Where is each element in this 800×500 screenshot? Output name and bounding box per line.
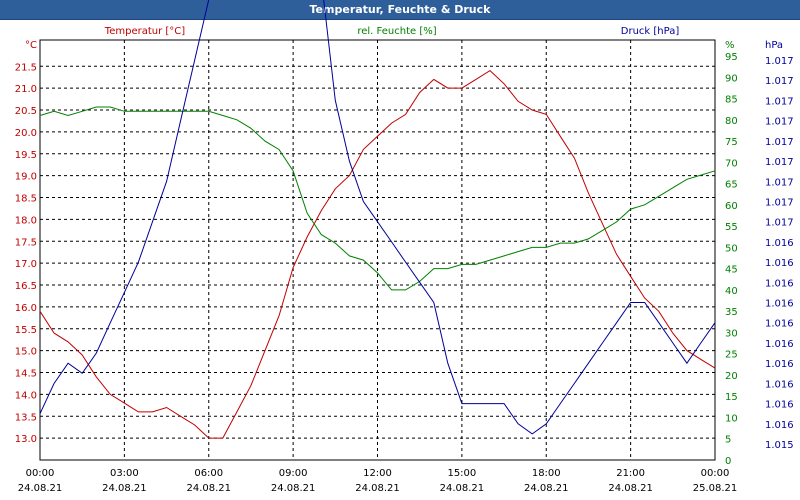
temperature-tick-label: 18.5 <box>15 194 37 205</box>
humidity-axis-label: rel. Feuchte [%] <box>357 26 436 37</box>
temperature-tick-label: 20.5 <box>15 106 37 117</box>
x-tick-date: 24.08.21 <box>18 483 63 494</box>
pressure-tick-label: 1.017 <box>765 56 794 67</box>
x-tick-date: 24.08.21 <box>440 483 485 494</box>
humidity-tick-label: 45 <box>725 265 738 276</box>
humidity-tick-label: 95 <box>725 52 738 63</box>
humidity-tick-label: 40 <box>725 286 738 297</box>
x-tick-date: 24.08.21 <box>186 483 231 494</box>
chart-axes: 00:00 24.08.21 03:00 24.08.21 06:00 24.08.21 0… <box>15 26 794 494</box>
temperature-tick-label: 14.5 <box>15 369 37 380</box>
x-tick-time: 06:00 <box>194 468 223 479</box>
pressure-tick-label: 1.016 <box>765 339 794 350</box>
temperature-tick-label: 16.5 <box>15 281 37 292</box>
pressure-tick-label: 1.017 <box>765 218 794 229</box>
temperature-tick-label: 21.0 <box>15 84 37 95</box>
x-tick-time: 15:00 <box>447 468 476 479</box>
humidity-tick-label: 70 <box>725 158 738 169</box>
temperature-tick-label: 17.5 <box>15 237 37 248</box>
humidity-unit: % <box>725 40 735 51</box>
x-tick-time: 12:00 <box>363 468 392 479</box>
temperature-tick-label: 17.0 <box>15 259 37 270</box>
humidity-tick-label: 90 <box>725 73 738 84</box>
temperature-tick-label: 13.5 <box>15 412 37 423</box>
pressure-tick-label: 1.016 <box>765 379 794 390</box>
pressure-tick-label: 1.017 <box>765 197 794 208</box>
temperature-tick-label: 21.5 <box>15 62 37 73</box>
x-tick-date: 25.08.21 <box>693 483 738 494</box>
chart-series <box>39 0 716 439</box>
humidity-tick-label: 80 <box>725 116 738 127</box>
pressure-tick-label: 1.017 <box>765 157 794 168</box>
pressure-tick-label: 1.015 <box>765 440 794 451</box>
x-tick-date: 24.08.21 <box>271 483 316 494</box>
humidity-tick-label: 55 <box>725 222 738 233</box>
pressure-tick-label: 1.017 <box>765 76 794 87</box>
x-tick-time: 03:00 <box>110 468 139 479</box>
x-tick-time: 18:00 <box>532 468 561 479</box>
humidity-tick-label: 50 <box>725 243 738 254</box>
pressure-tick-label: 1.016 <box>765 299 794 310</box>
humidity-tick-label: 60 <box>725 201 738 212</box>
x-tick-time: 00:00 <box>701 468 730 479</box>
humidity-tick-label: 0 <box>725 456 731 467</box>
pressure-tick-label: 1.016 <box>765 359 794 370</box>
humidity-tick-label: 65 <box>725 180 738 191</box>
temperature-tick-label: 14.0 <box>15 390 37 401</box>
pressure-tick-label: 1.017 <box>765 117 794 128</box>
x-tick-time: 09:00 <box>279 468 308 479</box>
humidity-tick-label: 5 <box>725 435 731 446</box>
humidity-series-line <box>39 106 716 291</box>
pressure-tick-label: 1.016 <box>765 420 794 431</box>
temperature-tick-label: 19.5 <box>15 150 37 161</box>
humidity-tick-label: 75 <box>725 137 738 148</box>
pressure-axis-label: Druck [hPa] <box>621 26 680 37</box>
pressure-tick-label: 1.016 <box>765 278 794 289</box>
temperature-unit: °C <box>25 40 37 51</box>
humidity-tick-label: 15 <box>725 392 738 403</box>
temperature-series-line <box>39 69 716 439</box>
x-tick-time: 21:00 <box>616 468 645 479</box>
pressure-unit: hPa <box>765 40 783 51</box>
humidity-tick-label: 20 <box>725 371 738 382</box>
chart-window-title: Temperatur, Feuchte & Druck <box>309 3 491 16</box>
pressure-series-line <box>39 0 716 435</box>
humidity-tick-label: 25 <box>725 350 738 361</box>
temperature-tick-label: 13.0 <box>15 434 37 445</box>
pressure-tick-label: 1.017 <box>765 177 794 188</box>
pressure-tick-label: 1.017 <box>765 137 794 148</box>
temperature-tick-label: 19.0 <box>15 172 37 183</box>
temperature-tick-label: 15.0 <box>15 347 37 358</box>
pressure-tick-label: 1.016 <box>765 319 794 330</box>
x-tick-date: 24.08.21 <box>355 483 400 494</box>
pressure-tick-label: 1.016 <box>765 258 794 269</box>
x-tick-date: 24.08.21 <box>524 483 569 494</box>
temperature-tick-label: 15.5 <box>15 325 37 336</box>
chart-window-title-bar: Temperatur, Feuchte & Druck <box>0 0 800 20</box>
humidity-tick-label: 30 <box>725 328 738 339</box>
x-tick-time: 00:00 <box>26 468 55 479</box>
pressure-tick-label: 1.016 <box>765 238 794 249</box>
humidity-tick-label: 10 <box>725 413 738 424</box>
x-tick-date: 24.08.21 <box>608 483 653 494</box>
temperature-axis-label: Temperatur [°C] <box>104 26 185 37</box>
x-tick-date: 24.08.21 <box>102 483 147 494</box>
temperature-tick-label: 20.0 <box>15 128 37 139</box>
humidity-tick-label: 85 <box>725 95 738 106</box>
pressure-tick-label: 1.017 <box>765 96 794 107</box>
temperature-tick-label: 18.0 <box>15 215 37 226</box>
humidity-tick-label: 35 <box>725 307 738 318</box>
temperature-tick-label: 16.0 <box>15 303 37 314</box>
chart-grid <box>39 39 716 461</box>
pressure-tick-label: 1.016 <box>765 400 794 411</box>
